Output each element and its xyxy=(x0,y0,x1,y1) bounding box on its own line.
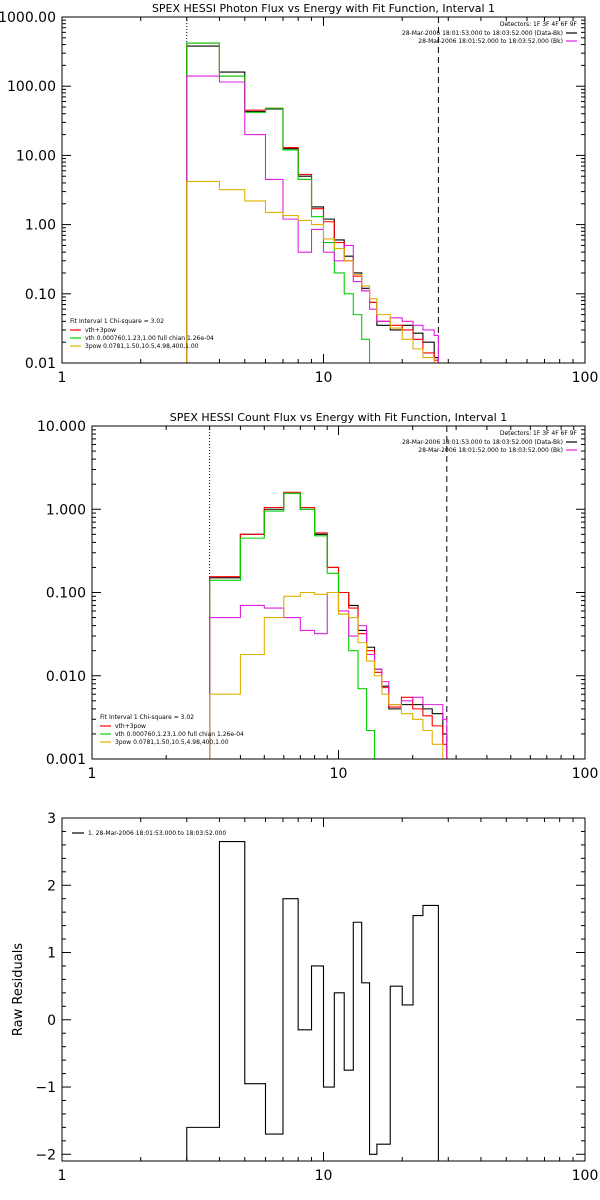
y-tick-label: −2 xyxy=(35,1147,56,1163)
series-line-5 xyxy=(209,591,448,759)
residual-legend-label: 1. 28-Mar-2006 18:01:53.000 to 18:03:52.… xyxy=(88,830,226,837)
x-tick-label: 1 xyxy=(88,766,97,782)
y-tick-label: 0.100 xyxy=(46,586,86,602)
series-group xyxy=(186,42,439,363)
x-tick-label: 1 xyxy=(58,1168,67,1184)
chart-panel-2: SPEX HESSI Count Flux vs Energy with Fit… xyxy=(37,411,599,782)
interval-label: 28-Mar-2006 18:01:52.000 to 18:03:52.000… xyxy=(418,447,563,454)
y-axis: 0.01 0.10 1.00 10.00 100.00 1000.00 xyxy=(0,10,585,372)
fit-legend-label: vth+3pow xyxy=(115,723,146,730)
series-group xyxy=(209,491,448,759)
y-tick-label: 3 xyxy=(47,811,56,827)
x-axis: 1 10 100 xyxy=(58,818,599,1184)
y-tick-label: 10.00 xyxy=(16,148,56,164)
chart-panel-1: SPEX HESSI Photon Flux vs Energy with Fi… xyxy=(0,2,599,386)
detectors-label: Detectors: 1F 3F 4F 6F 9F xyxy=(500,430,578,437)
series-line-3 xyxy=(186,42,371,363)
y-axis-label: Raw Residuals xyxy=(11,943,26,1036)
fit-legend-label: 3pow 0.0781,1.50,10.5,4.98,400,1.00 xyxy=(115,739,229,746)
x-axis: 1 10 100 xyxy=(88,426,599,782)
series-line-1 xyxy=(209,492,448,759)
y-tick-label: 10.000 xyxy=(37,419,86,435)
fit-title: Fit Interval 1 Chi-square = 3.02 xyxy=(70,318,164,325)
y-tick-label: 0.001 xyxy=(46,752,86,768)
plot-frame xyxy=(61,16,586,364)
series-line-2 xyxy=(186,42,439,363)
y-tick-label: 1.000 xyxy=(46,502,86,518)
y-tick-label: 1.00 xyxy=(25,218,56,234)
fit-title: Fit Interval 1 Chi-square = 3.02 xyxy=(100,714,194,721)
interval-label: 28-Mar-2006 18:01:52.000 to 18:03:52.000… xyxy=(418,38,563,45)
y-tick-label: 1 xyxy=(47,946,56,962)
chart-panel-3: Raw Residuals 1 10 100 −2 −1 0 1 2 3 1. 28-Mar-200… xyxy=(11,811,598,1184)
fit-legend-label: vth+3pow xyxy=(85,327,116,334)
y-axis: −2 −1 0 1 2 3 xyxy=(35,811,585,1163)
y-tick-label: 1000.00 xyxy=(0,10,56,26)
y-tick-label: −1 xyxy=(35,1080,56,1096)
y-tick-label: 0.010 xyxy=(46,669,86,685)
series-group xyxy=(186,840,439,1161)
fit-legend-label: vth 0.000760,1.23,1.00 full chian 1.26e-… xyxy=(115,731,244,738)
fit-legend-label: 3pow 0.0781,1.50,10.5,4.98,400,1.00 xyxy=(85,343,199,350)
series-line-3 xyxy=(209,492,376,759)
fit-legend-label: vth 0.000760,1.23,1.00 full chian 1.26e-… xyxy=(85,335,214,342)
chart-title: SPEX HESSI Photon Flux vs Energy with Fi… xyxy=(152,2,495,15)
plot-frame xyxy=(91,425,586,760)
y-axis: 0.001 0.010 0.100 1.000 10.000 xyxy=(37,419,585,768)
series-line-5 xyxy=(186,180,439,363)
detectors-label: Detectors: 1F 3F 4F 6F 9F xyxy=(500,21,578,28)
x-axis: 1 10 100 xyxy=(58,17,599,386)
interval-label: 28-Mar-2006 18:01:53.000 to 18:03:52.000… xyxy=(402,439,563,446)
x-tick-label: 10 xyxy=(315,1168,333,1184)
series-line-4 xyxy=(209,591,448,759)
x-tick-label: 10 xyxy=(330,766,348,782)
plot-frame xyxy=(61,817,586,1162)
series-line-1 xyxy=(186,840,439,1161)
y-tick-label: 100.00 xyxy=(7,79,56,95)
x-tick-label: 100 xyxy=(572,370,599,386)
series-line-4 xyxy=(186,75,439,363)
x-tick-label: 100 xyxy=(572,766,599,782)
y-tick-label: 0.01 xyxy=(25,356,56,372)
interval-label: 28-Mar-2006 18:01:53.000 to 18:03:52.000… xyxy=(402,30,563,37)
x-tick-label: 100 xyxy=(572,1168,599,1184)
y-tick-label: 2 xyxy=(47,878,56,894)
y-tick-label: 0 xyxy=(47,1013,56,1029)
x-tick-label: 1 xyxy=(58,370,67,386)
x-tick-label: 10 xyxy=(315,370,333,386)
y-tick-label: 0.10 xyxy=(25,287,56,303)
chart-title: SPEX HESSI Count Flux vs Energy with Fit… xyxy=(170,411,507,424)
